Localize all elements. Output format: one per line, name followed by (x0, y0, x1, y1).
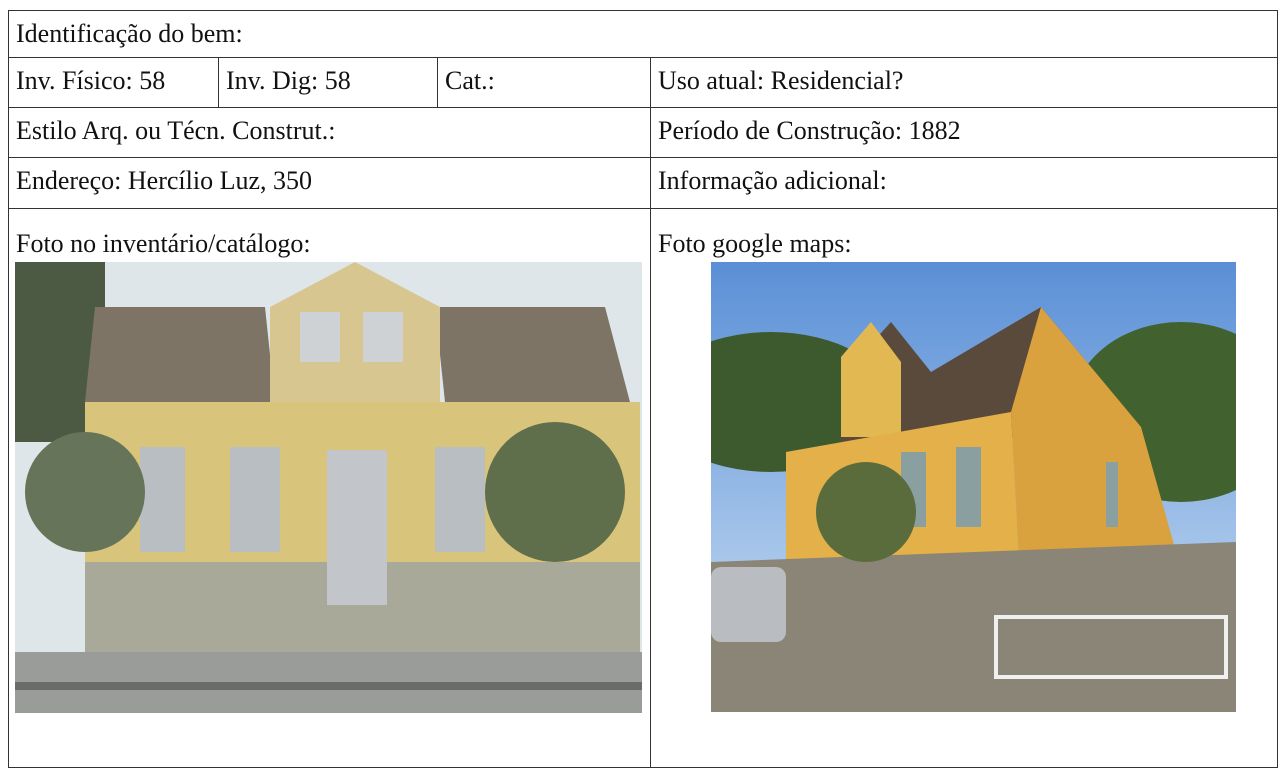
cell: Inv. Dig: 58 (218, 57, 438, 108)
cell: Informação adicional: (650, 157, 1278, 209)
title-cell: Identificação do bem: (8, 10, 1278, 58)
cell: Cat.: (437, 57, 651, 108)
cell: Inv. Físico: 58 (8, 57, 219, 108)
cell: Período de Construção: 1882 (650, 107, 1278, 158)
google-maps-photo (711, 262, 1236, 712)
page: Identificação do bem: Inv. Físico: 58 In… (8, 10, 1278, 768)
cell: Uso atual: Residencial? (650, 57, 1278, 108)
cell: Endereço: Hercílio Luz, 350 (8, 157, 651, 209)
cell: Estilo Arq. ou Técn. Construt.: (8, 107, 651, 158)
inventory-photo (15, 262, 642, 713)
